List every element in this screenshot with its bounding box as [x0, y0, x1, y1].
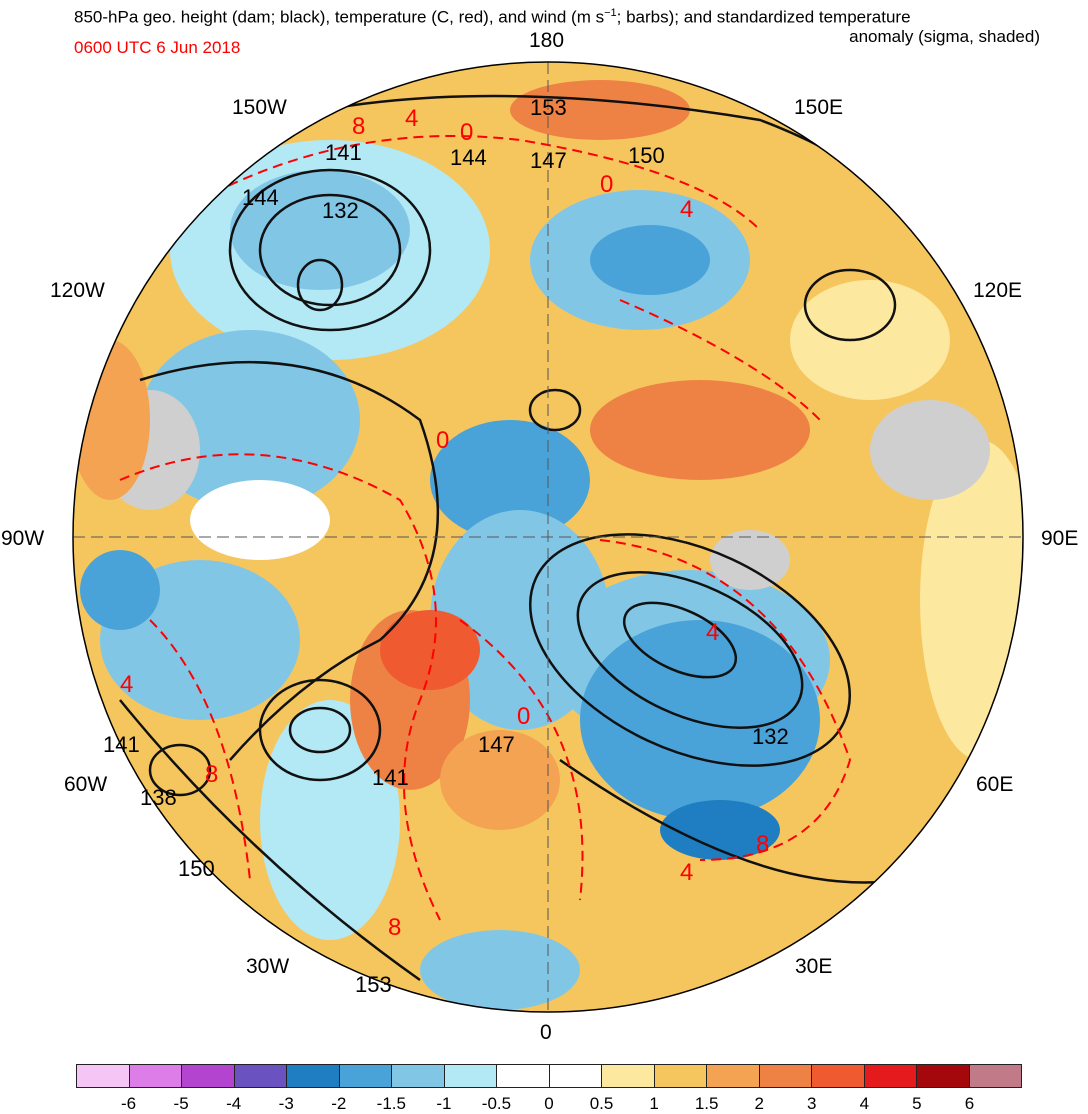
colorbar-swatch [654, 1065, 707, 1087]
colorbar-swatch [549, 1065, 602, 1087]
lon-label-120w: 120W [50, 279, 105, 302]
height-label: 147 [478, 732, 515, 757]
height-label: 153 [355, 972, 392, 997]
colorbar-tick-label: 3 [807, 1094, 817, 1113]
lon-label-150w: 150W [232, 96, 287, 119]
title-text-end: ; barbs); and standardized temperature [616, 7, 911, 27]
colorbar-swatch [77, 1065, 130, 1087]
height-label-group: 153 141 144 147 150 144 132 141 138 150 … [103, 95, 789, 997]
lon-label-180: 180 [529, 29, 565, 52]
map-boundary [72, 61, 1024, 1013]
colorbar-swatch [339, 1065, 392, 1087]
colorbar-tick-label: -3 [278, 1094, 294, 1113]
temp-label: 4 [680, 196, 693, 223]
lon-label-150e: 150E [794, 96, 844, 119]
colorbar-tick-label: -4 [226, 1094, 242, 1113]
colorbar-tick-label: -1.5 [376, 1094, 406, 1113]
height-label: 147 [530, 148, 567, 173]
colorbar-tick-label: 2 [754, 1094, 764, 1113]
colorbar-swatch [917, 1065, 970, 1087]
temp-label: 0 [436, 427, 449, 454]
height-label: 153 [530, 95, 567, 120]
colorbar-swatch [497, 1065, 550, 1087]
temp-label: 4 [680, 859, 693, 886]
colorbar [76, 1064, 1022, 1088]
colorbar-tick-label: 1.5 [694, 1094, 719, 1113]
height-label: 141 [103, 732, 140, 757]
colorbar-swatch [602, 1065, 655, 1087]
colorbar-swatch [969, 1065, 1021, 1087]
colorbar-tick-label: -0.5 [481, 1094, 512, 1113]
colorbar-tick-label: 1 [649, 1094, 659, 1113]
lon-label-60w: 60W [64, 773, 108, 796]
colorbar-swatch [812, 1065, 865, 1087]
temp-label: 4 [120, 671, 133, 698]
height-label: 141 [325, 140, 362, 165]
height-label: 138 [140, 785, 177, 810]
temp-label-group: 8 4 0 0 4 0 4 8 4 0 8 4 8 [120, 105, 769, 941]
title-text: 850-hPa geo. height (dam; black), temper… [74, 7, 605, 27]
colorbar-tick-label: -2 [331, 1094, 347, 1113]
lon-label-90w: 90W [1, 527, 45, 550]
temp-label: 8 [388, 914, 401, 941]
temp-label: 8 [756, 831, 769, 858]
lon-label-0: 0 [540, 1021, 552, 1044]
temp-label: 0 [460, 119, 473, 146]
lon-label-120e: 120E [973, 279, 1023, 302]
height-label: 144 [242, 185, 279, 210]
colorbar-swatch [444, 1065, 497, 1087]
colorbar-tick-label: 0.5 [589, 1094, 614, 1113]
colorbar-swatch [182, 1065, 235, 1087]
height-label: 150 [178, 856, 215, 881]
temp-label: 0 [600, 171, 613, 198]
colorbar-swatch [392, 1065, 445, 1087]
lon-label-30e: 30E [795, 955, 833, 978]
colorbar-tick-label: 6 [964, 1094, 975, 1113]
graticule [73, 62, 1023, 1012]
colorbar-tick-label: -5 [173, 1094, 189, 1113]
lon-label-60e: 60E [976, 773, 1014, 796]
colorbar-tick-label: 4 [859, 1094, 870, 1113]
lon-label-30w: 30W [246, 955, 290, 978]
colorbar-swatch [864, 1065, 917, 1087]
colorbar-swatch [129, 1065, 182, 1087]
map-title: 850-hPa geo. height (dam; black), temper… [74, 3, 1064, 46]
temp-label: 0 [517, 703, 530, 730]
valid-time: 0600 UTC 6 Jun 2018 [74, 38, 241, 57]
height-label: 144 [450, 145, 487, 170]
temperature-contours [119, 135, 852, 921]
temp-label: 8 [352, 113, 365, 140]
colorbar-swatch [759, 1065, 812, 1087]
temp-label: 4 [706, 619, 719, 646]
temp-label: 8 [205, 761, 218, 788]
colorbar-swatch [707, 1065, 760, 1087]
height-label: 141 [372, 765, 409, 790]
height-label: 150 [628, 143, 665, 168]
height-label: 132 [752, 724, 789, 749]
title-superscript: −1 [604, 7, 617, 19]
colorbar-swatch [234, 1065, 287, 1087]
lon-label-90e: 90E [1041, 527, 1079, 550]
title-line2: anomaly (sigma, shaded) [849, 27, 1040, 46]
colorbar-tick-label: 0 [544, 1094, 554, 1113]
height-label: 132 [322, 198, 359, 223]
colorbar-swatch [287, 1065, 340, 1087]
temp-label: 4 [405, 105, 418, 132]
colorbar-tick-label: -6 [120, 1094, 137, 1113]
colorbar-tick-label: 5 [912, 1094, 922, 1113]
colorbar-tick-label: -1 [436, 1094, 452, 1113]
